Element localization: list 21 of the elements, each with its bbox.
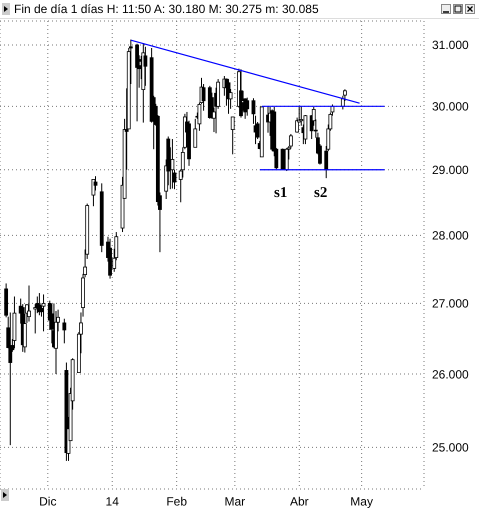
y-tick-label: 30.000 (432, 100, 470, 114)
x-tick-label: Feb (166, 494, 188, 509)
y-tick-label: 25.000 (432, 440, 470, 455)
y-tick-label: 31.000 (432, 38, 470, 52)
y-tick-label: 29.000 (432, 163, 470, 177)
y-tick-label: 28.000 (432, 228, 470, 243)
x-tick-label: May (350, 494, 373, 509)
candlestick (62, 318, 66, 344)
annotation: s1 (274, 185, 288, 201)
candlestick (135, 43, 139, 122)
chart-title: Fin de día 1 días H: 11:50 A: 30.180 M: 30.275 m: 30.085 (14, 2, 320, 16)
annotation: s2 (314, 185, 328, 201)
candlestick (230, 116, 235, 155)
candlestick (42, 294, 46, 332)
x-tick-label: Mar (224, 494, 246, 509)
x-tick-label: Dic (39, 494, 56, 509)
y-tick-label: 27.000 (432, 296, 470, 311)
x-tick-label: Abr (290, 494, 309, 509)
candlestick (170, 138, 174, 190)
x-tick-label: 14 (106, 494, 120, 509)
y-tick-label: 26.000 (432, 367, 470, 382)
